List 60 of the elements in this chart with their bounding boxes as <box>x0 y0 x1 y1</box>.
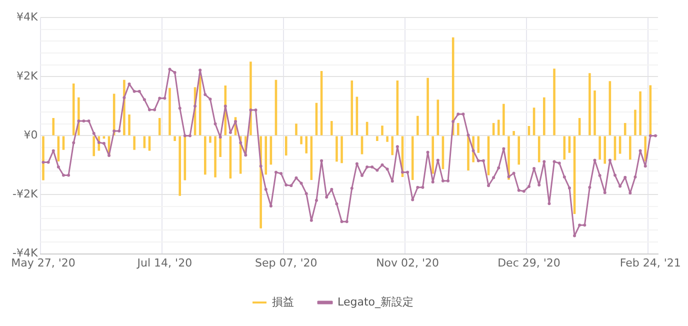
x-tick-label: Dec 29, '20 <box>498 256 560 270</box>
bar <box>264 136 268 175</box>
bar <box>644 136 646 162</box>
legend-label: 損益 <box>272 295 294 308</box>
bar <box>330 120 333 136</box>
bar <box>598 136 601 160</box>
bar <box>102 136 106 139</box>
bar <box>391 136 394 156</box>
bar <box>553 68 556 136</box>
bar <box>158 118 161 136</box>
bar <box>62 136 65 150</box>
bar <box>594 90 596 136</box>
y-tick-label: ¥0 <box>24 128 38 142</box>
bar <box>300 136 302 144</box>
x-tick-label: Nov 02, '20 <box>376 256 440 270</box>
bar <box>386 136 388 142</box>
bar <box>178 136 181 196</box>
x-tick-label: Feb 24, '21 <box>620 256 681 270</box>
y-tick-label: ¥2K <box>16 70 38 83</box>
bar <box>381 126 384 136</box>
bar <box>284 136 288 156</box>
bar <box>624 123 626 136</box>
y-tick-label: ¥4K <box>16 10 38 24</box>
y-tick-label: -¥2K <box>12 188 38 201</box>
legend-label: Legato_新設定 <box>338 295 414 308</box>
bar <box>214 136 216 178</box>
bar <box>604 136 606 164</box>
bar <box>629 136 632 160</box>
bar <box>168 88 171 136</box>
bar <box>457 123 460 136</box>
bar <box>568 136 571 153</box>
bar <box>52 118 55 136</box>
bar <box>133 136 136 150</box>
bar <box>295 124 298 136</box>
bar <box>543 97 546 136</box>
bar <box>512 130 515 136</box>
bar <box>209 136 212 143</box>
bar <box>477 136 480 153</box>
x-tick-label: Jul 14, '20 <box>136 256 192 270</box>
bar <box>128 114 130 136</box>
bar <box>426 78 429 136</box>
bar <box>174 136 176 142</box>
bar <box>432 136 434 174</box>
bar <box>518 136 520 165</box>
bar <box>305 136 308 154</box>
bar <box>360 136 364 154</box>
bar <box>336 136 338 162</box>
bar <box>497 120 500 136</box>
bar <box>502 104 505 136</box>
bar <box>588 73 591 136</box>
bar <box>634 110 636 136</box>
bar <box>340 136 343 164</box>
x-tick-label: Sep 07, '20 <box>254 256 318 270</box>
bar <box>639 91 642 136</box>
bar <box>376 136 378 142</box>
bar <box>204 136 206 175</box>
bar <box>148 136 151 151</box>
bar <box>42 136 44 180</box>
bar <box>219 136 222 157</box>
bar <box>416 116 419 136</box>
